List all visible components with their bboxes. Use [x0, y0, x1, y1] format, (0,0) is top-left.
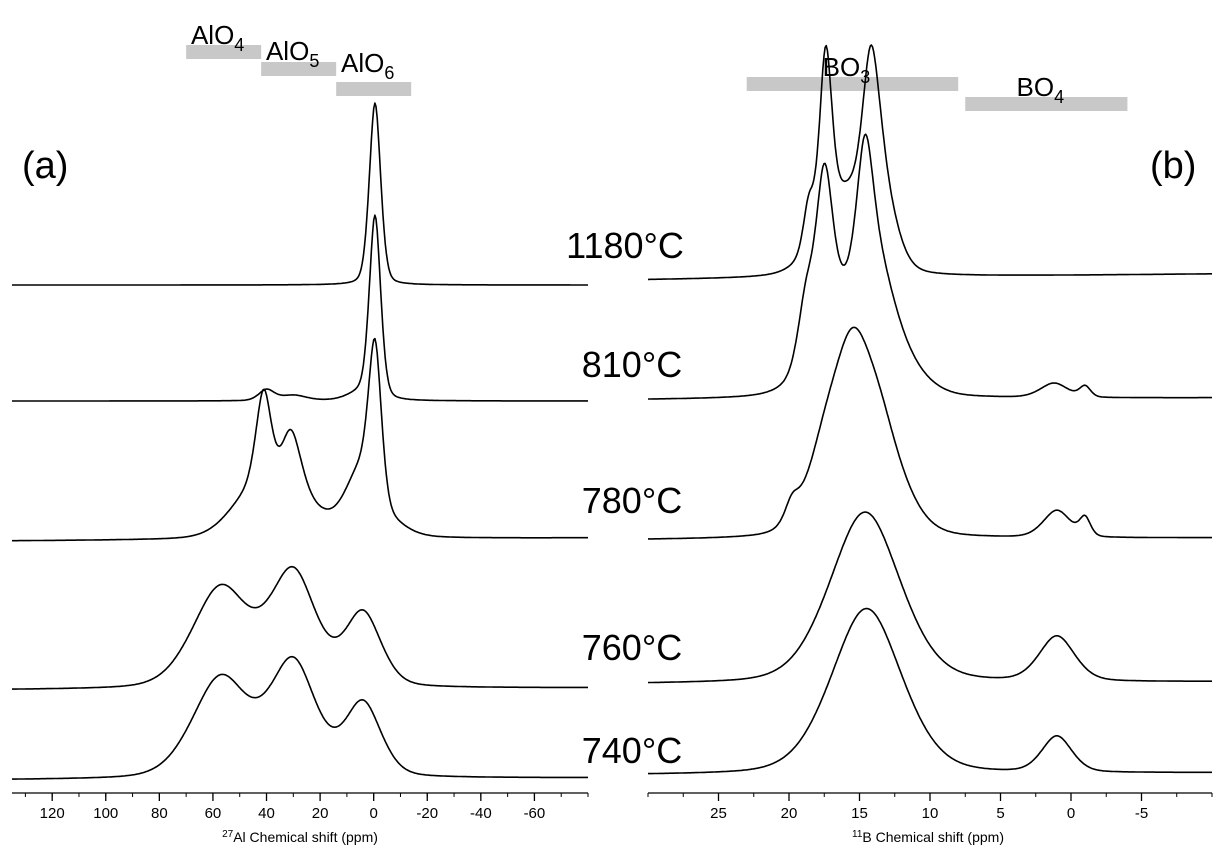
- panel-b-tick-label: 25: [710, 805, 727, 822]
- panel-a-label: (a): [22, 145, 68, 187]
- panel-a-spectrum-740: [12, 655, 588, 780]
- panel-b-x-axis-title-text: B Chemical shift (ppm): [862, 829, 1004, 845]
- panel-b-tick-label: 15: [851, 805, 868, 822]
- panel-a-x-axis: 120 100 80 60 40 20 0 -20 -40 -60: [12, 792, 589, 822]
- temperature-label-1180: 1180°C: [566, 225, 684, 266]
- panel-a-tick-label: 60: [205, 805, 222, 822]
- panel-a-spectrum-810: [12, 214, 588, 402]
- panel-a-spectrum-1180: [12, 102, 588, 286]
- panel-a: (a) AlO4 AlO5 AlO6 120 100 80 60 40 20 0 -20 -40 -6…: [12, 20, 589, 845]
- panel-b-tick-label: 0: [1067, 805, 1075, 822]
- panel-b-tick-label: 5: [996, 805, 1004, 822]
- region-label-subscript: 6: [384, 63, 394, 83]
- panel-a-x-axis-title-superscript: 27: [222, 829, 234, 840]
- panel-b-regions: BO3 BO4: [746, 52, 1128, 111]
- region-bar-alo6: [336, 82, 412, 96]
- region-label-alo5: AlO5: [266, 36, 319, 71]
- region-bar-bo4: [965, 97, 1128, 111]
- region-label-subscript: 4: [234, 35, 244, 55]
- region-bar-alo4: [186, 45, 262, 59]
- panel-a-regions: AlO4 AlO5 AlO6: [186, 20, 412, 96]
- region-label-base: BO: [1017, 72, 1055, 102]
- region-bar-alo5: [261, 62, 337, 76]
- panel-a-tick-label: -20: [416, 805, 438, 822]
- region-label-base: AlO: [191, 20, 234, 50]
- panel-a-spectrum-760: [12, 565, 588, 690]
- panel-b-spectrum-760: [647, 511, 1212, 684]
- region-label-subscript: 5: [309, 51, 319, 71]
- temperature-label-780: 780°C: [582, 480, 682, 521]
- region-bar-bo3: [746, 77, 959, 91]
- panel-a-tick-label: -60: [524, 805, 546, 822]
- panel-b-tick-label: 20: [781, 805, 798, 822]
- panel-b-label: (b): [1150, 145, 1196, 187]
- temperature-label-810: 810°C: [582, 344, 682, 385]
- panel-a-tick-label: 40: [258, 805, 275, 822]
- region-label-alo4: AlO4: [191, 20, 244, 55]
- panel-b-spectrum-740: [648, 607, 1212, 775]
- panel-b-spectrum-780: [648, 326, 1212, 540]
- panel-a-tick-label: 0: [370, 805, 378, 822]
- temperature-label-740: 740°C: [582, 730, 682, 771]
- panel-b-x-axis: 25 20 15 10 5 0 -5: [647, 792, 1213, 822]
- panel-b-x-axis-title: 11B Chemical shift (ppm): [852, 829, 1004, 845]
- region-label-subscript: 4: [1054, 87, 1064, 107]
- region-label-base: AlO: [341, 48, 384, 78]
- panel-b-tick-label: 10: [922, 805, 939, 822]
- panel-a-x-axis-title: 27Al Chemical shift (ppm): [222, 829, 378, 845]
- panel-a-spectrum-780: [12, 337, 588, 542]
- panel-a-tick-label: 100: [93, 805, 118, 822]
- temperature-label-760: 760°C: [582, 627, 682, 668]
- panel-b-series: [647, 44, 1212, 775]
- panel-a-tick-label: 80: [151, 805, 168, 822]
- panel-a-tick-label: 20: [312, 805, 329, 822]
- panel-a-series: [12, 102, 588, 780]
- region-label-base: AlO: [266, 36, 309, 66]
- panel-b-tick-label: -5: [1135, 805, 1148, 822]
- panel-b-x-axis-title-superscript: 11: [852, 829, 863, 840]
- panel-b-spectrum-810: [648, 133, 1212, 400]
- panel-a-tick-label: -40: [470, 805, 492, 822]
- temperature-labels: 1180°C 810°C 780°C 760°C 740°C: [566, 225, 684, 771]
- region-label-bo4: BO4: [1017, 72, 1065, 107]
- panel-a-tick-label: 120: [40, 805, 65, 822]
- panel-b: (b) BO3 BO4 25 20 15 10 5 0 -5 11B Chemical shi…: [647, 44, 1213, 845]
- panel-b-spectrum-1180: [648, 44, 1212, 281]
- region-label-alo6: AlO6: [341, 48, 394, 83]
- panel-a-x-axis-title-text: Al Chemical shift (ppm): [233, 829, 378, 845]
